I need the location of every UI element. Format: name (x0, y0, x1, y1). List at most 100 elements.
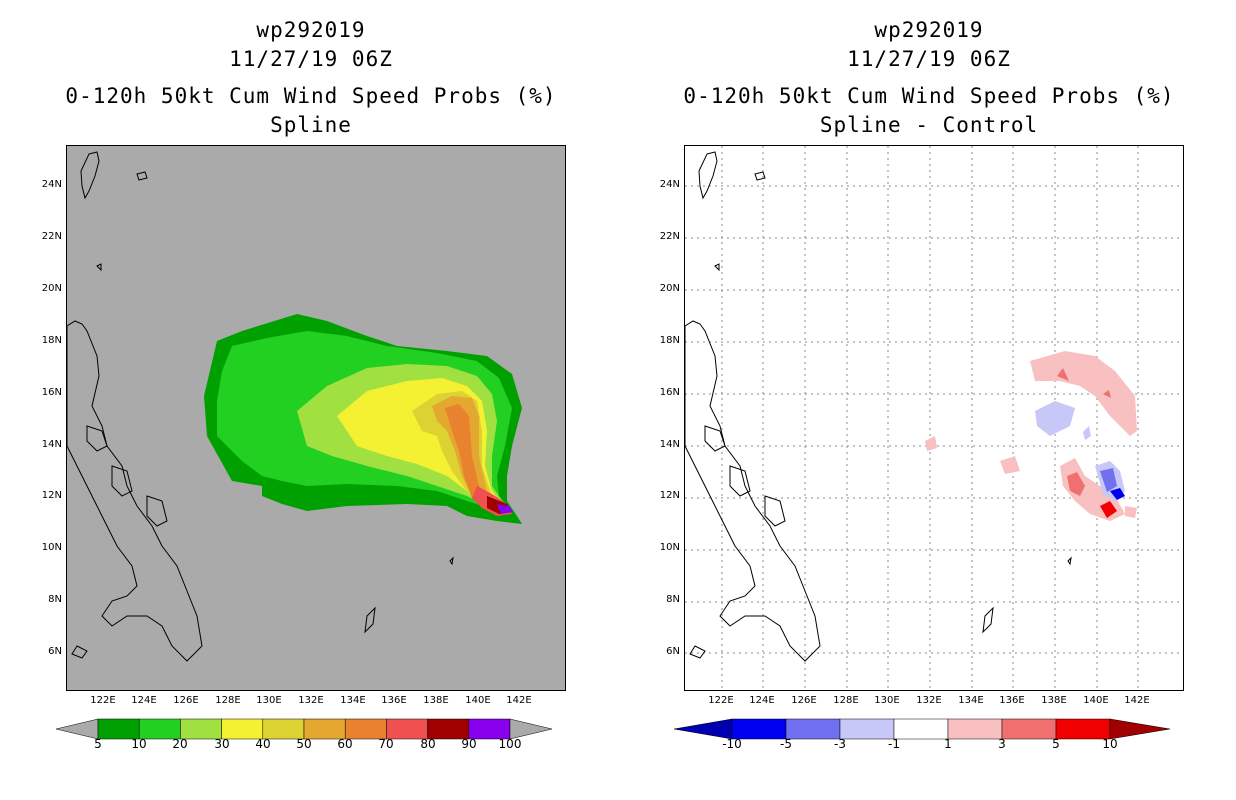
right-colorbar-bin (785, 718, 841, 740)
colorbar-label: -10 (722, 737, 742, 751)
lon-label: 140E (465, 695, 491, 706)
lon-label: 136E (999, 695, 1025, 706)
right-storm-id: wp292019 (874, 18, 984, 42)
colorbar-label: 10 (131, 737, 147, 751)
lat-label: 8N (666, 594, 680, 605)
diff-positive-3-southeast (1067, 472, 1085, 496)
left-colorbar-bin (221, 718, 264, 740)
right-colorbar-bin (839, 718, 895, 740)
lat-label: 10N (41, 542, 62, 553)
left-colorbar-bin (427, 718, 470, 740)
left-subtitle: Spline (270, 113, 352, 137)
lat-label: 10N (659, 542, 680, 553)
left-colorbar-lower-arrow (56, 718, 99, 740)
colorbar-label: 70 (378, 737, 394, 751)
colorbar-label: 90 (461, 737, 477, 751)
lat-label: 20N (659, 283, 680, 294)
lat-label: 14N (659, 439, 680, 450)
lon-label: 126E (173, 695, 199, 706)
left-colorbar-bin (303, 718, 346, 740)
lon-label: 122E (708, 695, 734, 706)
lon-label: 142E (1124, 695, 1150, 706)
lon-label: 142E (506, 695, 532, 706)
colorbar-label: 100 (498, 737, 522, 751)
diff-positive-1-west (925, 436, 937, 451)
colorbar-label: 80 (420, 737, 436, 751)
left-title-block: wp292019 11/27/19 06Z 0-120h 50kt Cum Wi… (51, 16, 571, 140)
lat-label: 6N (48, 646, 62, 657)
lat-label: 12N (659, 490, 680, 501)
colorbar-label: 20 (172, 737, 188, 751)
lat-label: 18N (659, 335, 680, 346)
colorbar-label: 10 (1102, 737, 1118, 751)
lon-label: 134E (340, 695, 366, 706)
lat-label: 24N (41, 179, 62, 190)
right-grid (685, 146, 1183, 690)
right-map-svg (685, 146, 1183, 690)
lon-label: 128E (215, 695, 241, 706)
lat-label: 24N (659, 179, 680, 190)
lon-label: 138E (423, 695, 449, 706)
lat-label: 22N (659, 231, 680, 242)
lon-label: 132E (298, 695, 324, 706)
left-product-title: 0-120h 50kt Cum Wind Speed Probs (%) (65, 84, 557, 108)
lon-label: 130E (874, 695, 900, 706)
colorbar-label: -3 (834, 737, 846, 751)
lon-label: 124E (749, 695, 775, 706)
lon-label: 136E (381, 695, 407, 706)
left-colorbar (56, 718, 553, 740)
colorbar-label: -1 (888, 737, 900, 751)
right-subtitle: Spline - Control (819, 113, 1039, 137)
right-difference-map (684, 145, 1184, 691)
left-colorbar-bin (138, 718, 181, 740)
diff-negative-5-southeast (1110, 488, 1125, 500)
diff-positive-3-north (1057, 368, 1069, 381)
lat-label: 22N (41, 231, 62, 242)
right-colorbar-bin (731, 718, 787, 740)
prob-contour-100 (497, 504, 513, 514)
right-product-title: 0-120h 50kt Cum Wind Speed Probs (%) (683, 84, 1175, 108)
left-storm-id: wp292019 (256, 18, 366, 42)
lon-label: 126E (791, 695, 817, 706)
lat-label: 12N (41, 490, 62, 501)
right-colorbar-bin (893, 718, 949, 740)
left-colorbar-bin (386, 718, 428, 740)
lon-label: 124E (131, 695, 157, 706)
left-colorbar-upper-arrow (509, 718, 553, 740)
diff-positive-3-ne (1103, 390, 1111, 398)
prob-contour-60 (445, 404, 495, 508)
right-datetime: 11/27/19 06Z (847, 47, 1011, 71)
diff-negative-3-southeast (1100, 468, 1117, 492)
right-colorbar-upper-arrow (1109, 718, 1171, 740)
lon-label: 122E (90, 695, 116, 706)
left-probability-map (66, 145, 566, 691)
right-coastlines (685, 151, 1072, 662)
lon-label: 132E (916, 695, 942, 706)
colorbar-label: 5 (94, 737, 102, 751)
colorbar-label: 50 (296, 737, 312, 751)
left-datetime: 11/27/19 06Z (229, 47, 393, 71)
lon-label: 140E (1083, 695, 1109, 706)
right-colorbar-lower-arrow (674, 718, 733, 740)
diff-positive-1-far (1125, 506, 1137, 518)
colorbar-label: 40 (255, 737, 271, 751)
colorbar-label: 3 (998, 737, 1006, 751)
lat-label: 8N (48, 594, 62, 605)
lon-label: 128E (833, 695, 859, 706)
diff-positive-5-southeast (1100, 501, 1117, 518)
right-colorbar-bin (1055, 718, 1111, 740)
left-colorbar-bin (262, 718, 305, 740)
left-colorbar-bin (468, 718, 511, 740)
right-colorbar-bin (1001, 718, 1057, 740)
lat-label: 20N (41, 283, 62, 294)
right-colorbar (674, 718, 1171, 740)
diff-negative-1-north (1035, 401, 1075, 436)
lat-label: 18N (41, 335, 62, 346)
colorbar-label: 30 (214, 737, 230, 751)
lat-label: 16N (41, 387, 62, 398)
lat-label: 16N (659, 387, 680, 398)
colorbar-label: 1 (944, 737, 952, 751)
colorbar-label: -5 (780, 737, 792, 751)
colorbar-label: 5 (1052, 737, 1060, 751)
diff-positive-1-north (1030, 351, 1137, 436)
